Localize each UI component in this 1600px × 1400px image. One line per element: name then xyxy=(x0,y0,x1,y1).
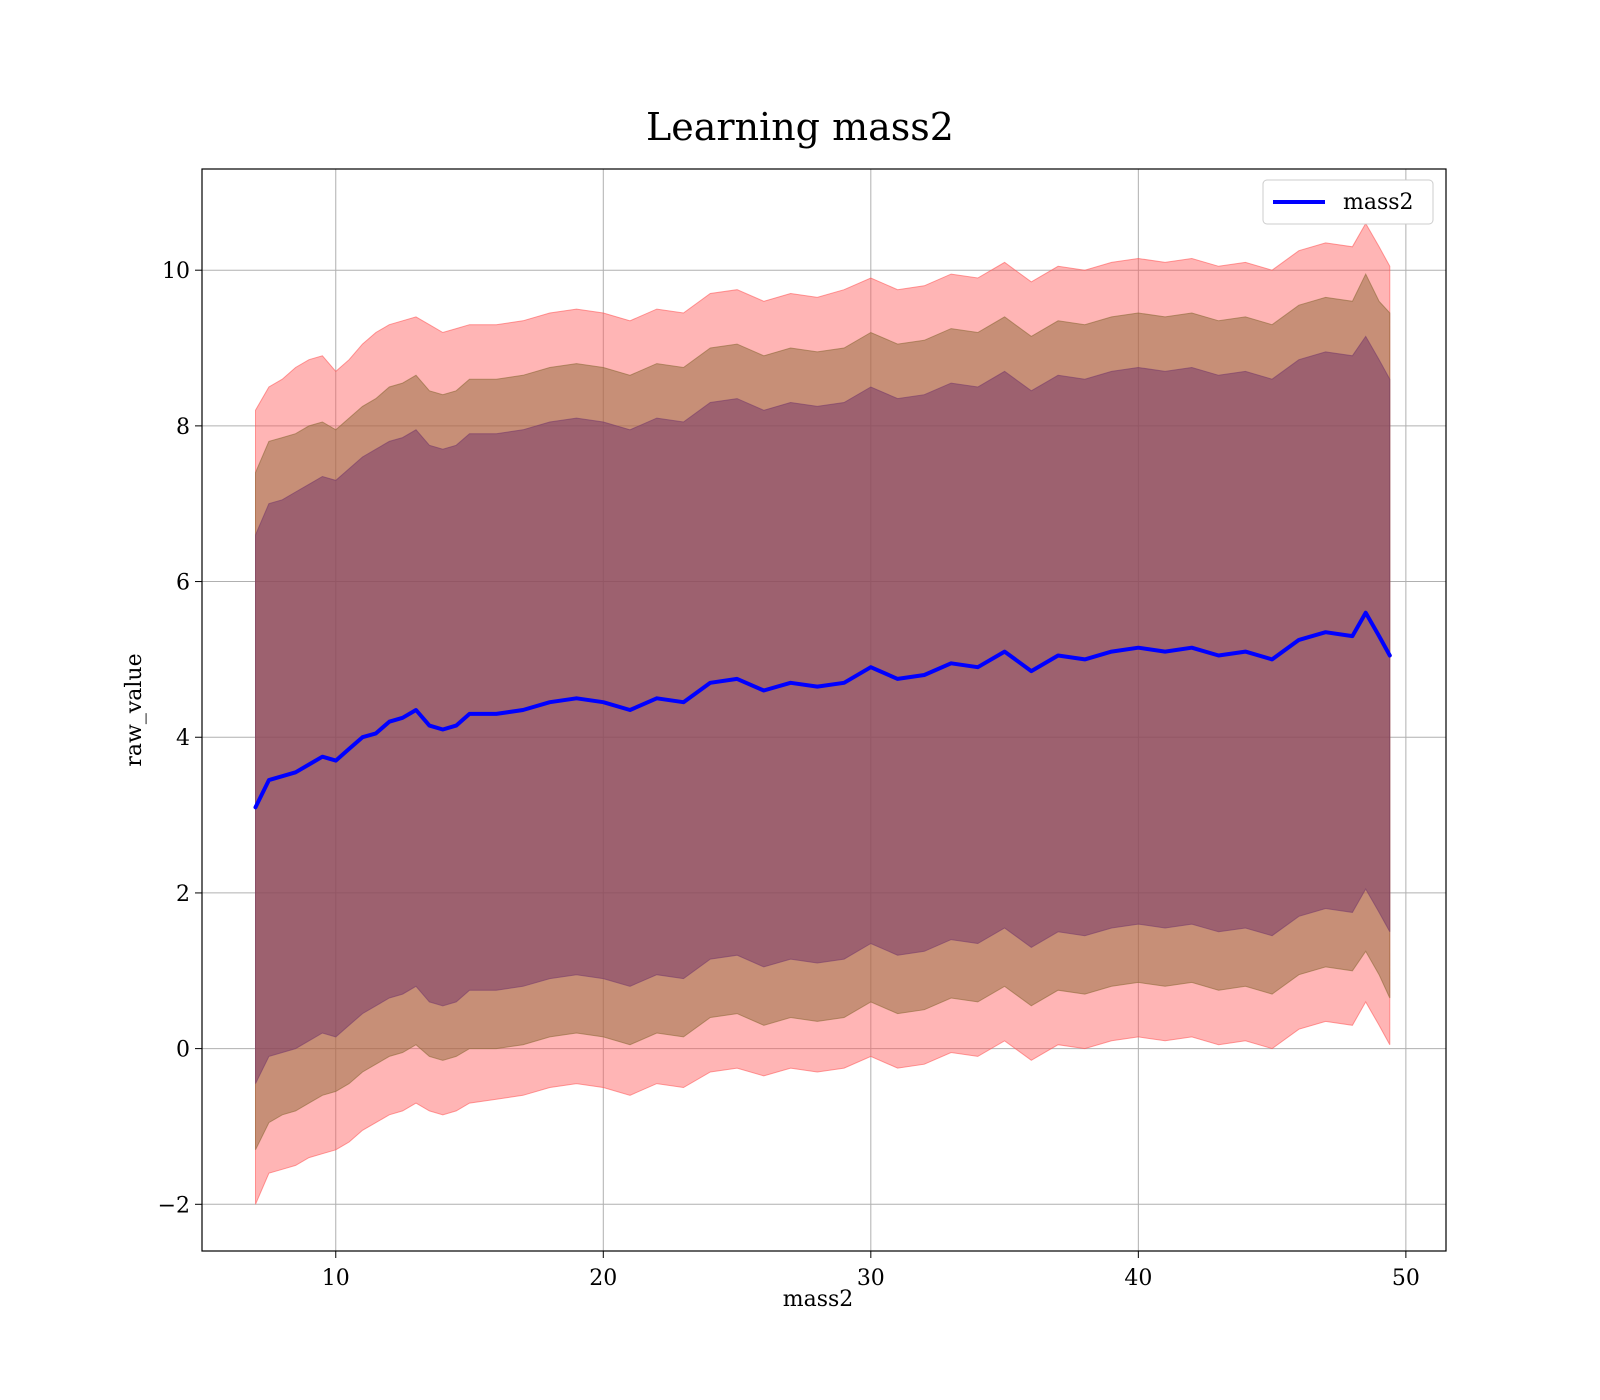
y-tick-label: 10 xyxy=(162,259,190,284)
x-axis-ticks: 10 20 30 40 50 xyxy=(322,1251,1420,1291)
chart-title: Learning mass2 xyxy=(646,105,954,149)
y-axis-ticks: −2 0 2 4 6 8 10 xyxy=(158,259,202,1218)
series-line-mass2 xyxy=(253,610,1392,810)
y-tick-label: 4 xyxy=(176,726,190,751)
y-axis-label: raw_value xyxy=(122,653,147,766)
line-layer xyxy=(253,610,1392,810)
legend: mass2 xyxy=(1262,179,1434,225)
x-tick-label: 30 xyxy=(857,1266,885,1291)
plot-frame xyxy=(201,168,1447,1252)
legend-box xyxy=(1262,179,1434,225)
band-inner xyxy=(255,335,1391,1084)
x-tick-label: 10 xyxy=(322,1266,350,1291)
y-tick-label: 0 xyxy=(176,1038,190,1063)
legend-entry-mass2: mass2 xyxy=(1343,190,1414,215)
y-tick-label: 6 xyxy=(176,571,190,596)
x-tick-label: 20 xyxy=(589,1266,617,1291)
x-tick-label: 40 xyxy=(1124,1266,1152,1291)
x-tick-label: 50 xyxy=(1392,1266,1420,1291)
band-layer xyxy=(255,222,1391,1205)
y-tick-label: 8 xyxy=(176,415,190,440)
y-tick-label: −2 xyxy=(158,1193,190,1218)
x-axis-label: mass2 xyxy=(783,1287,854,1312)
y-tick-label: 2 xyxy=(176,882,190,907)
